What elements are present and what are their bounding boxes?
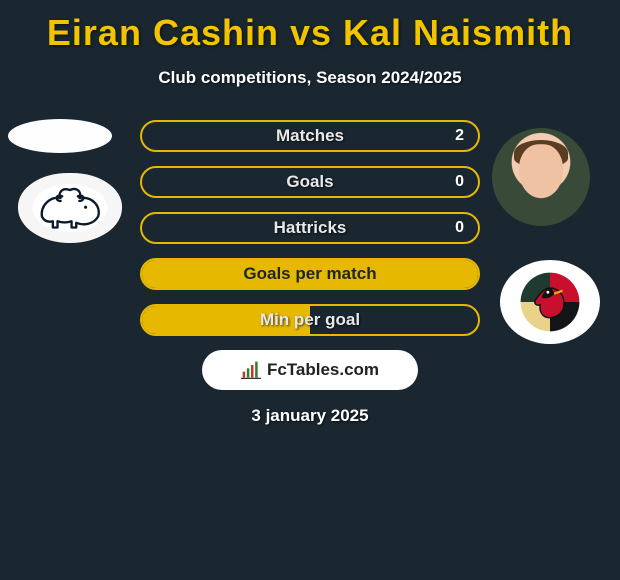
stat-label: Goals	[286, 172, 333, 192]
player-right-portrait	[492, 128, 590, 226]
stat-right-value: 2	[455, 127, 464, 145]
bar-chart-icon	[241, 360, 261, 380]
stat-label: Min per goal	[260, 310, 360, 330]
stat-label: Goals per match	[243, 264, 376, 284]
bristol-city-robin-icon	[515, 267, 585, 337]
brand-pill[interactable]: FcTables.com	[202, 350, 418, 390]
page-title: Eiran Cashin vs Kal Naismith	[0, 0, 620, 54]
stat-row: Goals 0	[140, 166, 480, 198]
stat-right-value: 0	[455, 173, 464, 191]
brand-text: FcTables.com	[267, 360, 379, 380]
stat-row: Goals per match	[140, 258, 480, 290]
club-right-badge	[500, 260, 600, 344]
portrait-face	[519, 145, 563, 199]
stat-row: Min per goal	[140, 304, 480, 336]
stat-label: Hattricks	[274, 218, 347, 238]
stat-row: Hattricks 0	[140, 212, 480, 244]
player-left-portrait	[8, 119, 112, 153]
stat-right-value: 0	[455, 219, 464, 237]
club-left-badge	[18, 173, 122, 243]
subtitle: Club competitions, Season 2024/2025	[0, 68, 620, 88]
derby-ram-icon	[31, 182, 109, 234]
stat-row: Matches 2	[140, 120, 480, 152]
stat-label: Matches	[276, 126, 344, 146]
date-text: 3 january 2025	[0, 406, 620, 426]
